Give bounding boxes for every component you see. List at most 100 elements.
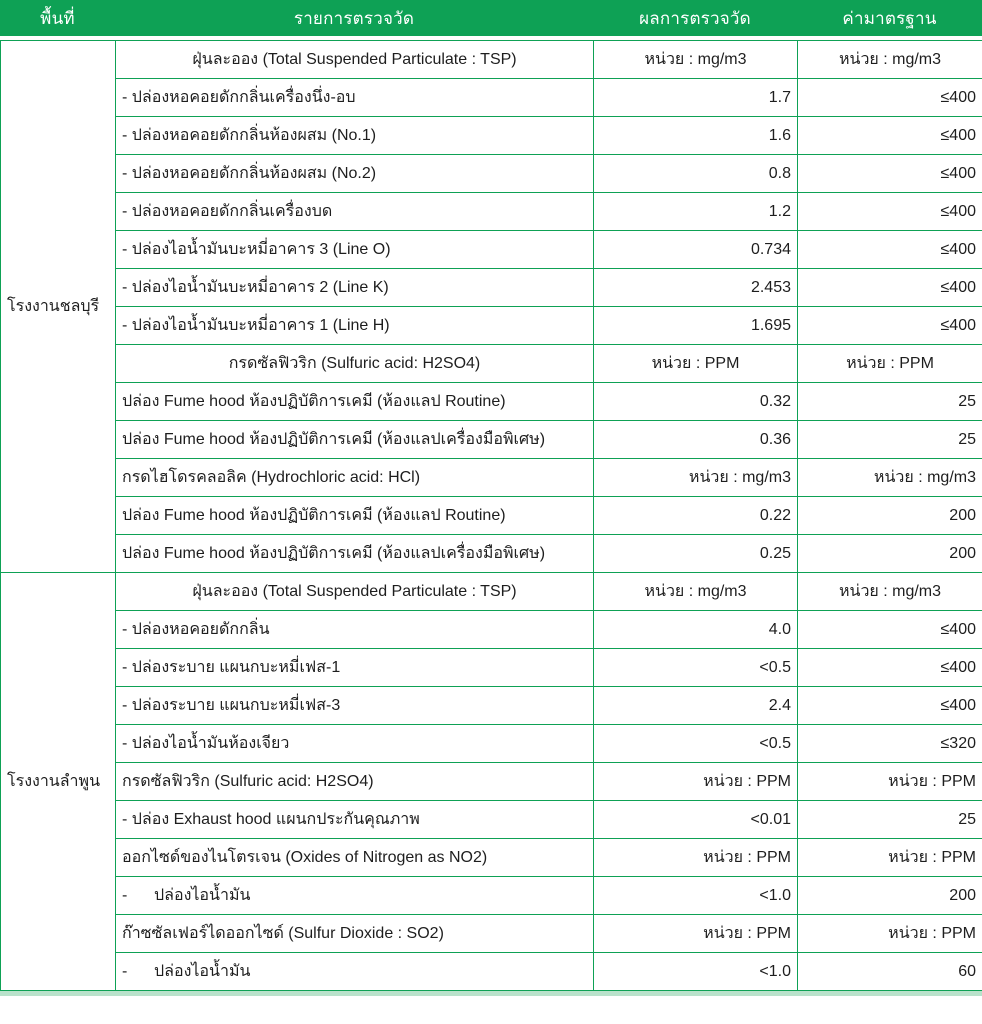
table-row: - ปล่อง Exhaust hood แผนกประกันคุณภาพ <0.… <box>1 800 982 839</box>
result-cell: <0.5 <box>593 648 798 687</box>
item-cell: - ปล่องระบาย แผนกบะหมี่เฟส-3 <box>115 686 594 725</box>
table-row: - ปล่องระบาย แผนกบะหมี่เฟส-3 2.4 ≤400 <box>1 686 982 725</box>
result-cell: <1.0 <box>593 952 798 991</box>
result-cell: หน่วย : mg/m3 <box>593 40 798 79</box>
table-row: - ปล่องหอคอยดักกลิ่นห้องผสม (No.2) 0.8 ≤40… <box>1 154 982 193</box>
result-cell: 1.7 <box>593 78 798 117</box>
table-row: - ปล่องหอคอยดักกลิ่นห้องผสม (No.1) 1.6 ≤40… <box>1 116 982 155</box>
table-row: - ปล่องหอคอยดักกลิ่นเครื่องนึ่ง-อบ 1.7 ≤40… <box>1 78 982 117</box>
area-cell: โรงงานลำพูน <box>0 572 116 991</box>
standard-cell: 200 <box>797 496 982 535</box>
standard-cell: หน่วย : PPM <box>797 344 982 383</box>
item-cell: - ปล่องหอคอยดักกลิ่นห้องผสม (No.1) <box>115 116 594 155</box>
table-row: - ปล่องไอน้ำมันห้องเจียว <0.5 ≤320 <box>1 724 982 763</box>
standard-cell: ≤400 <box>797 230 982 269</box>
item-cell: ปล่อง Fume hood ห้องปฏิบัติการเคมี (ห้อง… <box>115 382 594 421</box>
result-cell: <0.5 <box>593 724 798 763</box>
table-row: - ปล่องไอน้ำมันบะหมี่อาคาร 2 (Line K) 2.4… <box>1 268 982 307</box>
standard-cell: 25 <box>797 420 982 459</box>
monitoring-report: พื้นที่ รายการตรวจวัด ผลการตรวจวัด ค่ามา… <box>0 0 982 996</box>
result-cell: 1.6 <box>593 116 798 155</box>
item-cell: กรดซัลฟิวริก (Sulfuric acid: H2SO4) <box>115 762 594 801</box>
table-row: ปล่อง Fume hood ห้องปฏิบัติการเคมี (ห้อง… <box>1 382 982 421</box>
standard-cell: หน่วย : mg/m3 <box>797 572 982 611</box>
table-row: กรดซัลฟิวริก (Sulfuric acid: H2SO4) หน่วย… <box>1 762 982 801</box>
header-measurement-item: รายการตรวจวัด <box>293 8 415 28</box>
standard-cell: ≤400 <box>797 78 982 117</box>
standard-cell: หน่วย : PPM <box>797 762 982 801</box>
item-cell: - ปล่องไอน้ำมันบะหมี่อาคาร 3 (Line O) <box>115 230 594 269</box>
table-row: กรดไฮโดรคลอลิค (Hydrochloric acid: HCl) ห… <box>1 458 982 497</box>
item-cell: ฝุ่นละออง (Total Suspended Particulate :… <box>115 40 594 79</box>
standard-cell: หน่วย : mg/m3 <box>797 40 982 79</box>
standard-cell: ≤320 <box>797 724 982 763</box>
result-cell: 0.22 <box>593 496 798 535</box>
result-cell: หน่วย : mg/m3 <box>593 458 798 497</box>
standard-cell: หน่วย : mg/m3 <box>797 458 982 497</box>
result-cell: หน่วย : mg/m3 <box>593 572 798 611</box>
table-row: - ปล่องไอน้ำมัน <1.0 200 <box>1 876 982 915</box>
result-cell: 0.36 <box>593 420 798 459</box>
result-cell: 0.734 <box>593 230 798 269</box>
result-cell: 1.2 <box>593 192 798 231</box>
item-cell: - ปล่องไอน้ำมันบะหมี่อาคาร 2 (Line K) <box>115 268 594 307</box>
result-cell: หน่วย : PPM <box>593 344 798 383</box>
item-cell: - ปล่อง Exhaust hood แผนกประกันคุณภาพ <box>115 800 594 839</box>
standard-cell: หน่วย : PPM <box>797 838 982 877</box>
item-cell: ปล่อง Fume hood ห้องปฏิบัติการเคมี (ห้อง… <box>115 534 594 573</box>
standard-cell: ≤400 <box>797 306 982 345</box>
result-cell: 0.8 <box>593 154 798 193</box>
result-cell: 2.4 <box>593 686 798 725</box>
item-cell: - ปล่องหอคอยดักกลิ่นเครื่องบด <box>115 192 594 231</box>
table-row: ออกไซด์ของไนโตรเจน (Oxides of Nitrogen a… <box>1 838 982 877</box>
standard-cell: 200 <box>797 534 982 573</box>
result-cell: <0.01 <box>593 800 798 839</box>
header-standard: ค่ามาตรฐาน <box>842 8 937 28</box>
monitoring-table: โรงงานชลบุรี ฝุ่นละออง (Total Suspended P… <box>0 40 982 991</box>
item-cell: - ปล่องไอน้ำมัน <box>115 952 594 991</box>
table-row: ปล่อง Fume hood ห้องปฏิบัติการเคมี (ห้อง… <box>1 534 982 573</box>
item-cell: ก๊าซซัลเฟอร์ไดออกไซด์ (Sulfur Dioxide : … <box>115 914 594 953</box>
result-cell: หน่วย : PPM <box>593 914 798 953</box>
area-cell: โรงงานชลบุรี <box>0 40 116 573</box>
result-cell: 0.32 <box>593 382 798 421</box>
item-cell: ปล่อง Fume hood ห้องปฏิบัติการเคมี (ห้อง… <box>115 496 594 535</box>
table-row: - ปล่องหอคอยดักกลิ่นเครื่องบด 1.2 ≤400 <box>1 192 982 231</box>
item-cell: กรดไฮโดรคลอลิค (Hydrochloric acid: HCl) <box>115 458 594 497</box>
standard-cell: หน่วย : PPM <box>797 914 982 953</box>
item-cell: - ปล่องหอคอยดักกลิ่นเครื่องนึ่ง-อบ <box>115 78 594 117</box>
result-cell: 4.0 <box>593 610 798 649</box>
result-cell: หน่วย : PPM <box>593 838 798 877</box>
standard-cell: 60 <box>797 952 982 991</box>
item-cell: ฝุ่นละออง (Total Suspended Particulate :… <box>115 572 594 611</box>
item-cell: - ปล่องระบาย แผนกบะหมี่เฟส-1 <box>115 648 594 687</box>
bottom-strip <box>0 991 982 996</box>
header-area: พื้นที่ <box>40 8 75 28</box>
standard-cell: ≤400 <box>797 648 982 687</box>
item-cell: - ปล่องหอคอยดักกลิ่นห้องผสม (No.2) <box>115 154 594 193</box>
result-cell: หน่วย : PPM <box>593 762 798 801</box>
item-cell: - ปล่องไอน้ำมันบะหมี่อาคาร 1 (Line H) <box>115 306 594 345</box>
item-cell: ปล่อง Fume hood ห้องปฏิบัติการเคมี (ห้อง… <box>115 420 594 459</box>
header-result: ผลการตรวจวัด <box>639 8 751 28</box>
standard-cell: ≤400 <box>797 610 982 649</box>
monitoring-table-body: โรงงานชลบุรี ฝุ่นละออง (Total Suspended P… <box>0 40 982 991</box>
item-cell: กรดซัลฟิวริก (Sulfuric acid: H2SO4) <box>115 344 594 383</box>
standard-cell: 200 <box>797 876 982 915</box>
standard-cell: 25 <box>797 800 982 839</box>
standard-cell: ≤400 <box>797 116 982 155</box>
table-header-row: พื้นที่ รายการตรวจวัด ผลการตรวจวัด ค่ามา… <box>0 0 982 36</box>
standard-cell: ≤400 <box>797 192 982 231</box>
table-row: กรดซัลฟิวริก (Sulfuric acid: H2SO4) หน่วย… <box>1 344 982 383</box>
table-row: ก๊าซซัลเฟอร์ไดออกไซด์ (Sulfur Dioxide : … <box>1 914 982 953</box>
table-row: - ปล่องไอน้ำมันบะหมี่อาคาร 3 (Line O) 0.7… <box>1 230 982 269</box>
table-row: - ปล่องระบาย แผนกบะหมี่เฟส-1 <0.5 ≤400 <box>1 648 982 687</box>
item-cell: - ปล่องหอคอยดักกลิ่น <box>115 610 594 649</box>
table-row: โรงงานลำพูน ฝุ่นละออง (Total Suspended Pa… <box>0 572 982 991</box>
standard-cell: ≤400 <box>797 686 982 725</box>
result-cell: <1.0 <box>593 876 798 915</box>
standard-cell: ≤400 <box>797 154 982 193</box>
table-row: โรงงานชลบุรี ฝุ่นละออง (Total Suspended P… <box>0 40 982 573</box>
item-cell: - ปล่องไอน้ำมันห้องเจียว <box>115 724 594 763</box>
result-cell: 2.453 <box>593 268 798 307</box>
